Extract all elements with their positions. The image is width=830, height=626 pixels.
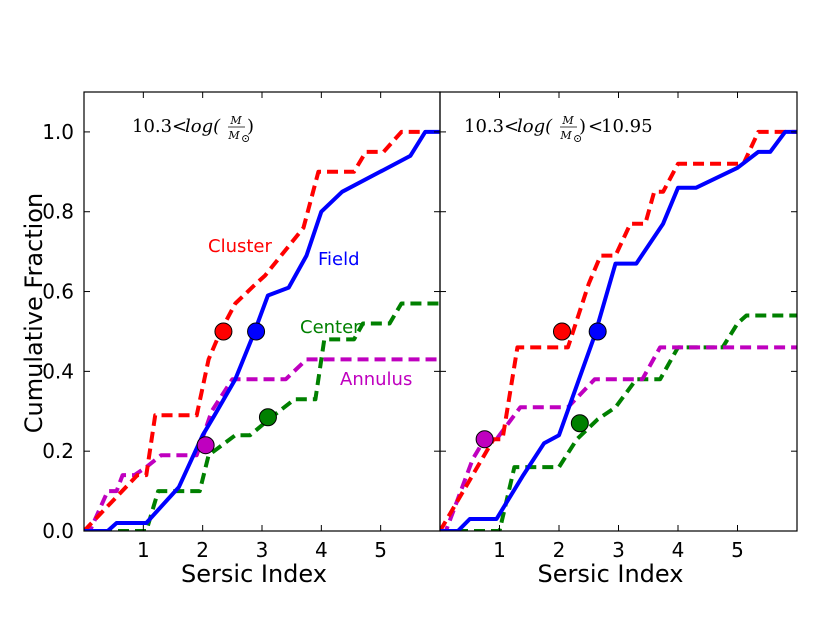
left-panel: 1 2 3 4 5 0.0 0.2 0.4 0.6 0.8 1.0 Sersic Index 10.3 <…: [42, 91, 441, 588]
y-tick-label: 0.8: [42, 200, 74, 224]
series-line-field: [440, 129, 797, 531]
x-axis-label: Sersic Index: [181, 560, 327, 588]
y-tick-label: 0.2: [42, 439, 74, 463]
svg-text:M: M: [227, 129, 240, 142]
marker-center: [258, 408, 277, 427]
marker-field: [247, 322, 266, 341]
marker-cluster: [214, 322, 233, 341]
series-label-center: Center: [300, 317, 361, 338]
series-label-cluster: Cluster: [208, 236, 272, 257]
series-label-field: Field: [318, 249, 360, 270]
series-line-cluster: [84, 129, 426, 531]
y-tick-label: 0.4: [42, 359, 74, 383]
x-tick-label: 3: [612, 538, 625, 562]
svg-text:M: M: [561, 114, 574, 127]
svg-text:M: M: [229, 114, 242, 127]
x-tick-label: 3: [256, 538, 269, 562]
x-tick-label: 4: [315, 538, 328, 562]
svg-text:<: <: [172, 116, 187, 137]
axes-frame: [439, 91, 798, 532]
x-tick-label: 5: [374, 538, 387, 562]
svg-text:log(: log(: [185, 116, 221, 137]
svg-text:⊙: ⊙: [241, 132, 250, 145]
y-axis-label: Cumulative Fraction: [20, 193, 48, 433]
svg-text:<: <: [588, 116, 603, 137]
svg-text:10.3: 10.3: [132, 116, 172, 137]
mass-range-annotation: 10.3 <log(MM ⊙) <10.95: [464, 114, 653, 145]
x-axis-label: Sersic Index: [538, 560, 684, 588]
mass-range-annotation: 10.3 <log(MM ⊙): [132, 114, 254, 145]
svg-text:log(: log(: [517, 116, 553, 137]
y-tick-label: 0.6: [42, 280, 74, 304]
svg-text:): ): [247, 116, 254, 137]
series-line-annulus: [440, 345, 797, 531]
y-tick-label: 1.0: [42, 120, 74, 144]
marker-cluster: [552, 322, 571, 341]
marker-center: [570, 414, 589, 433]
svg-text:M: M: [559, 129, 572, 142]
marker-field: [588, 322, 607, 341]
x-tick-label: 2: [196, 538, 209, 562]
series-line-annulus: [84, 357, 440, 531]
series-label-annulus: Annulus: [340, 369, 412, 390]
plot-area: [440, 129, 797, 531]
svg-text:): ): [579, 116, 586, 137]
marker-annulus: [475, 430, 494, 449]
x-tick-label: 5: [731, 538, 744, 562]
series-line-center: [440, 313, 797, 531]
svg-text:10.95: 10.95: [601, 116, 653, 137]
x-tick-label: 4: [672, 538, 685, 562]
y-tick-label: 0.0: [42, 519, 74, 543]
svg-text:<: <: [504, 116, 519, 137]
svg-text:10.3: 10.3: [464, 116, 504, 137]
x-tick-label: 1: [493, 538, 506, 562]
svg-text:⊙: ⊙: [573, 132, 582, 145]
marker-annulus: [196, 436, 215, 455]
series-line-cluster: [440, 129, 797, 531]
x-tick-label: 2: [553, 538, 566, 562]
x-tick-label: 1: [137, 538, 150, 562]
